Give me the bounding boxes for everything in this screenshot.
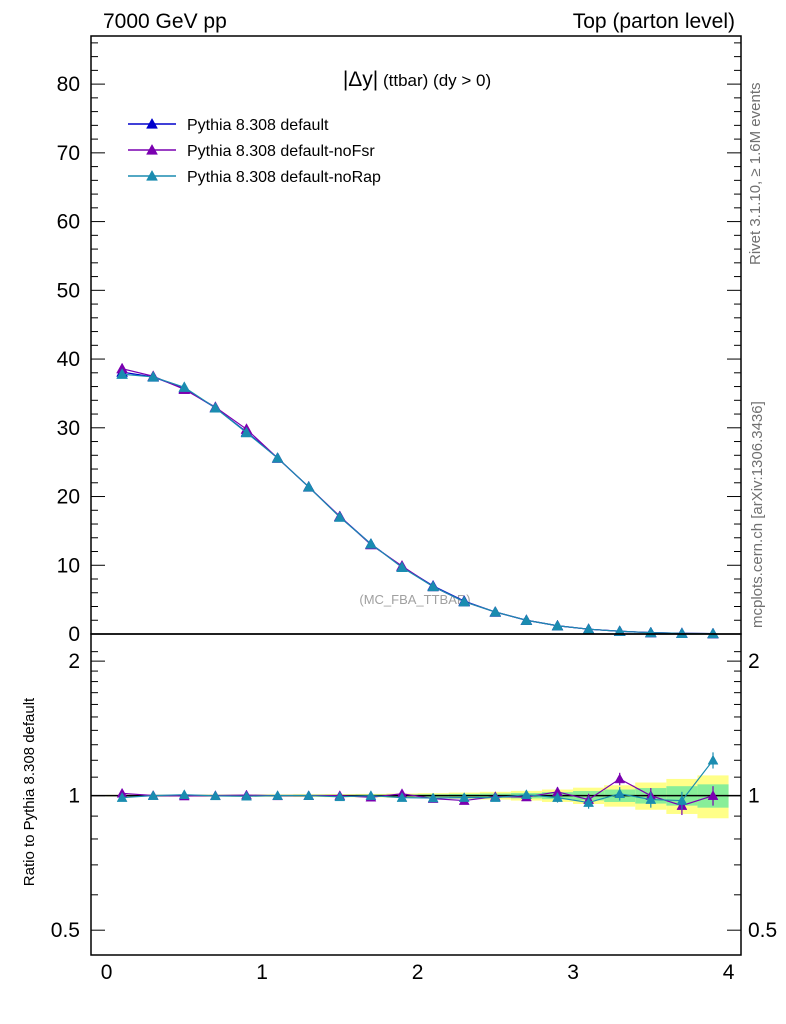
data-point-noRap xyxy=(271,452,284,463)
ratio-series-layer xyxy=(116,752,719,816)
data-point-noRap xyxy=(147,370,160,382)
legend-label-default: Pythia 8.308 default xyxy=(187,117,329,134)
legend-label-noRap: Pythia 8.308 default-noRap xyxy=(187,169,381,186)
ratio-point-noFsr xyxy=(707,790,719,800)
ratio-ylabel: Ratio to Pythia 8.308 default xyxy=(21,697,38,886)
y-tick-label: 10 xyxy=(57,554,80,577)
y-tick-label: 50 xyxy=(57,279,80,302)
ratio-point-noRap xyxy=(272,790,284,800)
ratio-point-noRap xyxy=(241,790,252,801)
data-point-noRap xyxy=(364,537,377,549)
ratio-y-tick-label: 2 xyxy=(68,650,80,673)
mcplots-label: mcplots.cern.ch [arXiv:1306.3436] xyxy=(749,401,766,628)
ratio-y-tick-label-right: 0.5 xyxy=(748,919,777,942)
ratio-frame xyxy=(90,633,742,956)
y-tick-label: 30 xyxy=(57,417,80,440)
ratio-point-noRap xyxy=(209,790,221,801)
ratio-point-noRap xyxy=(489,792,501,802)
legend-marker-noRap xyxy=(146,169,158,181)
data-point-noRap xyxy=(302,480,315,492)
chart-title: |Δy| (ttbar) (dy > 0) xyxy=(343,68,491,91)
ratio-point-noRap xyxy=(520,789,532,799)
legend: Pythia 8.308 default Pythia 8.308 default… xyxy=(128,117,381,186)
ratio-point-noRap xyxy=(458,792,470,802)
data-point-noRap xyxy=(209,401,222,413)
ratio-point-noRap xyxy=(147,790,159,800)
data-point-noRap xyxy=(707,627,719,639)
ratio-y-tick-label: 0.5 xyxy=(51,919,80,942)
data-point-noRap xyxy=(675,627,688,638)
y-tick-label: 70 xyxy=(57,142,80,165)
ratio-y-tick-label-right: 1 xyxy=(748,785,760,808)
title-symbol: |Δy| xyxy=(343,68,378,91)
data-point-noRap xyxy=(427,580,440,592)
ratio-point-noRap xyxy=(552,792,563,802)
ratio-point-noRap xyxy=(427,792,439,803)
x-tick-label: 0 xyxy=(101,961,113,984)
x-tick-label: 4 xyxy=(723,961,735,984)
x-tick-label: 1 xyxy=(256,961,268,984)
ratio-point-noFsr xyxy=(614,773,626,784)
ratio-point-noRap xyxy=(178,789,190,799)
data-point-noRap xyxy=(520,614,533,625)
ratio-point-noRap xyxy=(334,791,346,802)
ratio-point-noRap xyxy=(583,797,595,807)
y-tick-label: 0 xyxy=(68,623,80,646)
y-tick-label: 60 xyxy=(57,211,80,234)
x-tick-label: 3 xyxy=(567,961,579,984)
ratio-point-noRap xyxy=(365,790,377,800)
title-rest: (ttbar) (dy > 0) xyxy=(378,71,491,90)
legend-marker-default xyxy=(146,117,158,129)
analysis-watermark: (MC_FBA_TTBAR) xyxy=(359,592,470,607)
data-point-noRap xyxy=(240,426,253,438)
legend-label-noFsr: Pythia 8.308 default-noFsr xyxy=(187,143,375,160)
data-point-noRap xyxy=(489,605,502,617)
header-right: Top (parton level) xyxy=(573,10,735,33)
header-left: 7000 GeV pp xyxy=(103,10,227,33)
data-point-noRap xyxy=(458,595,471,607)
x-tick-label: 2 xyxy=(412,961,424,984)
y-tick-label: 40 xyxy=(57,348,80,371)
ratio-point-noRap xyxy=(303,790,315,800)
ratio-line-noRap xyxy=(122,759,714,804)
legend-marker-noFsr xyxy=(146,143,158,155)
y-tick-label: 20 xyxy=(57,486,80,509)
y-tick-label: 80 xyxy=(57,73,80,96)
ratio-point-noRap xyxy=(396,792,408,802)
data-point-noRap xyxy=(551,619,564,631)
data-point-noRap xyxy=(396,561,408,572)
data-point-noRap xyxy=(178,381,191,392)
ratio-point-noRap xyxy=(707,754,719,765)
main-series-layer xyxy=(116,362,719,639)
ratio-y-tick-label-right: 2 xyxy=(748,650,760,673)
ratio-point-noRap xyxy=(614,788,626,798)
rivet-label: Rivet 3.1.10, ≥ 1.6M events xyxy=(747,83,764,266)
ratio-point-noRap xyxy=(645,794,657,804)
ratio-y-tick-label: 1 xyxy=(68,785,80,808)
ratio-point-noRap xyxy=(116,792,128,802)
data-point-noRap xyxy=(116,368,129,379)
ratio-point-noRap xyxy=(676,795,688,805)
data-point-noRap xyxy=(613,625,626,636)
data-point-noRap xyxy=(333,511,346,522)
